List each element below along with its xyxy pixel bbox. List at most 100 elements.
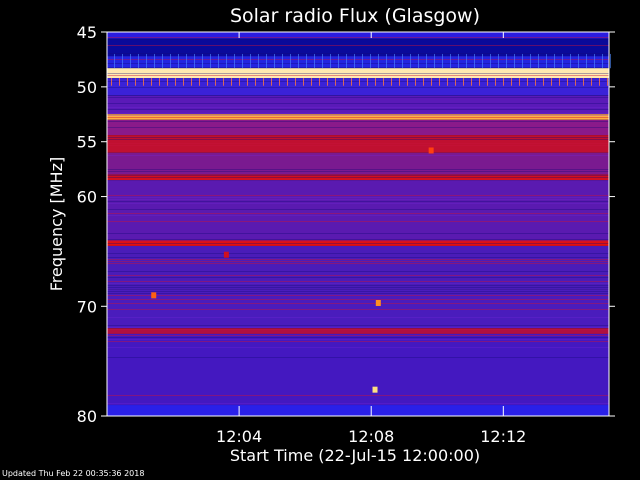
- interference-spike: [567, 78, 568, 86]
- spectral-streak: [107, 339, 609, 340]
- interference-spike: [287, 78, 288, 86]
- interference-spike: [546, 53, 547, 69]
- spectral-streak: [107, 263, 609, 264]
- spectral-streak: [107, 139, 609, 140]
- interference-spike: [114, 53, 115, 69]
- interference-spike: [383, 78, 384, 86]
- spectral-streak: [107, 357, 609, 358]
- spectral-streak: [107, 137, 609, 138]
- interference-spike: [434, 53, 435, 69]
- frequency-band: [107, 78, 609, 96]
- interference-spike: [202, 53, 203, 69]
- interference-spike: [330, 53, 331, 69]
- spectral-streak: [107, 241, 609, 242]
- interference-spike: [234, 53, 235, 69]
- spectral-streak: [107, 215, 609, 216]
- y-axis-label: Frequency [MHz]: [47, 157, 66, 291]
- interference-spike: [167, 78, 168, 86]
- spectral-streak: [107, 239, 609, 240]
- radio-burst: [151, 292, 157, 299]
- interference-spike: [538, 53, 539, 69]
- spectral-streak: [107, 143, 609, 144]
- interference-spike: [338, 53, 339, 69]
- spectral-streak: [107, 347, 609, 348]
- spectral-streak: [107, 325, 609, 326]
- spectral-streak: [107, 127, 609, 128]
- x-tick-label: 12:04: [216, 427, 262, 446]
- y-tick-label: 55: [77, 133, 97, 152]
- spectral-streak: [107, 285, 609, 286]
- spectral-streak: [107, 195, 609, 196]
- interference-spike: [535, 78, 536, 86]
- y-tick-label: 50: [77, 78, 97, 97]
- interference-spike: [530, 53, 531, 69]
- spectrogram-overlays: [107, 37, 611, 404]
- interference-spike: [399, 78, 400, 86]
- interference-spike: [162, 53, 163, 69]
- interference-spike: [423, 78, 424, 86]
- interference-spike: [319, 78, 320, 86]
- spectral-streak: [107, 299, 609, 300]
- spectral-streak: [107, 113, 609, 114]
- interference-spike: [479, 78, 480, 86]
- spectral-streak: [107, 87, 609, 88]
- spectral-streak: [107, 107, 609, 108]
- spectral-streak: [107, 243, 609, 244]
- spectral-streak: [107, 213, 609, 214]
- interference-spike: [127, 78, 128, 86]
- spectral-streak: [107, 287, 609, 288]
- spectral-streak: [107, 291, 609, 292]
- interference-spike: [183, 78, 184, 86]
- interference-spike: [282, 53, 283, 69]
- spectral-streak: [107, 171, 609, 172]
- spectral-streak: [107, 317, 609, 318]
- interference-spike: [215, 78, 216, 86]
- interference-spike: [271, 78, 272, 86]
- interference-spike: [306, 53, 307, 69]
- chart-title: Solar radio Flux (Glasgow): [230, 5, 480, 27]
- interference-spike: [487, 78, 488, 86]
- interference-spike: [135, 78, 136, 86]
- interference-spike: [602, 53, 603, 69]
- interference-spike: [231, 78, 232, 86]
- interference-spike: [551, 78, 552, 86]
- interference-spike: [543, 78, 544, 86]
- interference-spike: [351, 78, 352, 86]
- spectral-streak: [107, 259, 609, 260]
- interference-spike: [359, 78, 360, 86]
- interference-spike: [354, 53, 355, 69]
- spectral-streak: [107, 261, 609, 262]
- interference-spike: [578, 53, 579, 69]
- interference-spike: [258, 53, 259, 69]
- spectral-streak: [107, 329, 609, 330]
- interference-spike: [178, 53, 179, 69]
- frequency-band: [107, 68, 609, 79]
- interference-spike: [154, 53, 155, 69]
- spectral-streak: [107, 271, 609, 272]
- interference-spike: [503, 78, 504, 86]
- spectral-streak: [107, 203, 609, 204]
- spectral-streak: [107, 37, 609, 38]
- interference-spike: [527, 78, 528, 86]
- interference-spike: [119, 78, 120, 86]
- interference-spike: [394, 53, 395, 69]
- spectral-streak: [107, 257, 609, 258]
- interference-spike: [143, 78, 144, 86]
- interference-spike: [511, 78, 512, 86]
- interference-spike: [439, 78, 440, 86]
- spectral-streak: [107, 67, 609, 68]
- burst-layer: [151, 147, 434, 393]
- spectral-streak: [107, 283, 609, 284]
- interference-spike: [463, 78, 464, 86]
- spectral-streak: [107, 109, 609, 110]
- interference-spike: [458, 53, 459, 69]
- interference-spike: [442, 53, 443, 69]
- interference-spike: [151, 78, 152, 86]
- interference-spike: [266, 53, 267, 69]
- plot-area: [107, 32, 609, 416]
- interference-spike: [346, 53, 347, 69]
- interference-spike: [175, 78, 176, 86]
- interference-spike: [415, 78, 416, 86]
- spectral-streak: [107, 155, 609, 156]
- interference-spike: [447, 78, 448, 86]
